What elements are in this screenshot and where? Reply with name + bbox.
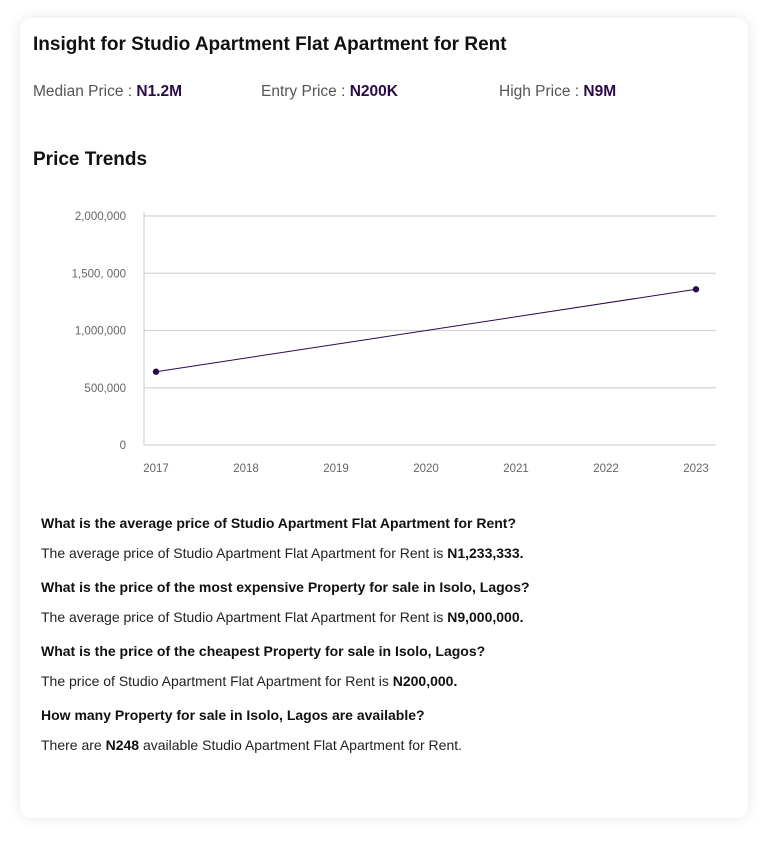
faq-answer-text: The average price of Studio Apartment Fl… — [41, 545, 448, 561]
faq-section: What is the average price of Studio Apar… — [41, 512, 701, 768]
x-tick-label: 2017 — [143, 463, 169, 475]
faq-item: What is the price of the most expensive … — [41, 576, 701, 628]
price-trends-heading: Price Trends — [33, 149, 148, 170]
entry-price-stat: Entry Price : N200K — [261, 83, 398, 101]
faq-question: What is the price of the most expensive … — [41, 579, 530, 595]
faq-answer-suffix: . — [519, 609, 524, 625]
faq-answer-text: The price of Studio Apartment Flat Apart… — [41, 673, 393, 689]
x-tick-label: 2022 — [593, 463, 619, 475]
y-tick-label: 1,500, 000 — [72, 268, 126, 280]
faq-question: How many Property for sale in Isolo, Lag… — [41, 707, 425, 723]
y-tick-label: 0 — [120, 440, 126, 452]
median-price-stat: Median Price : N1.2M — [33, 83, 182, 101]
median-price-value: N1.2M — [136, 83, 183, 100]
faq-item: What is the price of the cheapest Proper… — [41, 640, 701, 692]
faq-answer-value: N248 — [105, 737, 140, 753]
faq-answer-text: There are — [41, 737, 106, 753]
price-trends-chart: 0 500,000 1,000,000 1,500, 000 2,000,000 2017… — [72, 211, 716, 475]
faq-question: What is the average price of Studio Apar… — [41, 515, 517, 531]
series-line — [155, 288, 697, 373]
faq-answer-text: The average price of Studio Apartment Fl… — [41, 609, 448, 625]
faq-answer-suffix: . — [519, 545, 524, 561]
faq-item: What is the average price of Studio Apar… — [41, 512, 701, 564]
data-point — [692, 286, 700, 293]
x-tick-label: 2023 — [683, 463, 709, 475]
high-price-label: High Price : — [499, 83, 584, 100]
high-price-value: N9M — [583, 83, 617, 100]
faq-answer: There are N248 available Studio Apartmen… — [41, 734, 701, 756]
insight-card — [20, 18, 748, 818]
faq-item: How many Property for sale in Isolo, Lag… — [41, 704, 701, 756]
high-price-stat: High Price : N9M — [499, 83, 616, 101]
faq-answer-value: N200,000 — [392, 673, 454, 689]
x-tick-label: 2021 — [503, 463, 529, 475]
entry-price-label: Entry Price : — [261, 83, 350, 100]
x-tick-label: 2020 — [413, 463, 439, 475]
faq-answer: The average price of Studio Apartment Fl… — [41, 606, 701, 628]
faq-answer-suffix: . — [453, 673, 458, 689]
faq-answer: The average price of Studio Apartment Fl… — [41, 542, 701, 564]
y-tick-label: 1,000,000 — [75, 326, 126, 338]
y-tick-label: 500,000 — [84, 383, 126, 395]
x-tick-label: 2018 — [233, 463, 259, 475]
x-tick-label: 2019 — [323, 463, 349, 475]
entry-price-value: N200K — [349, 83, 398, 100]
faq-question: What is the price of the cheapest Proper… — [41, 643, 486, 659]
data-point — [152, 368, 160, 375]
price-stats: Median Price : N1.2M Entry Price : N200K… — [33, 83, 693, 107]
page-title: Insight for Studio Apartment Flat Apartm… — [33, 34, 507, 55]
faq-answer-value: N1,233,333 — [447, 545, 520, 561]
faq-answer-suffix: available Studio Apartment Flat Apartmen… — [139, 737, 463, 753]
faq-answer-value: N9,000,000 — [447, 609, 520, 625]
y-tick-label: 2,000,000 — [75, 211, 126, 223]
median-price-label: Median Price : — [33, 83, 137, 100]
faq-answer: The price of Studio Apartment Flat Apart… — [41, 670, 701, 692]
